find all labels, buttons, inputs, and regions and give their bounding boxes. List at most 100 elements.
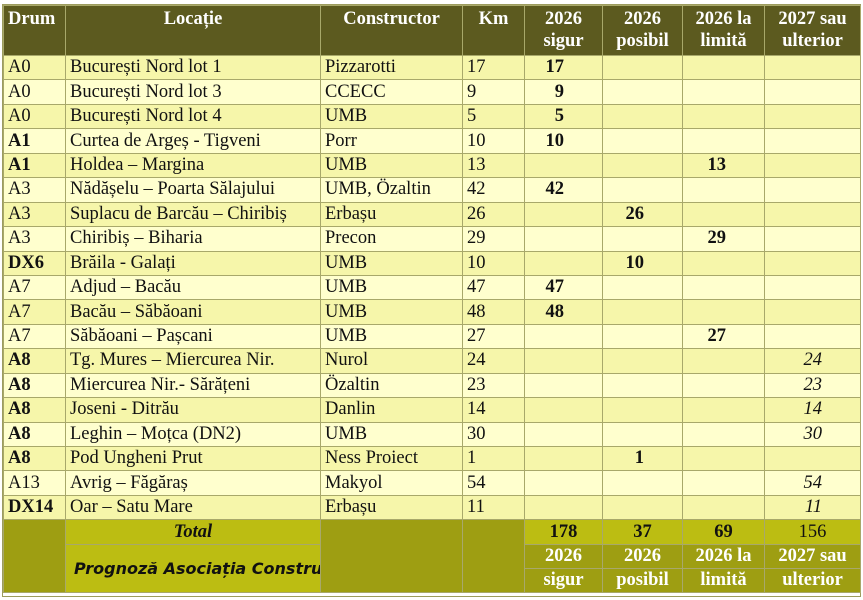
cell-2026-la-limita [682,201,765,228]
cell-km: 48 [462,299,525,325]
table-row: A8 Tg. Mures – Miercurea Nir. Nurol 24 24 [3,348,861,374]
cell-locatie: Joseni - Ditrău [65,397,321,423]
header-2026-posibil: 2026 posibil [602,5,683,56]
cell-drum: A8 [3,372,66,399]
cell-locatie: Adjud – Bacău [65,274,321,301]
cell-2026-sigur: 9 [524,79,603,105]
header-2026-sigur: 2026 sigur [524,5,603,56]
cell-2026-la-limita [682,299,765,325]
total-2026-sigur: 178 [524,519,603,546]
cell-2026-la-limita [682,128,765,154]
cell-constructor: Danlin [320,397,463,423]
table-row: A8 Joseni - Ditrău Danlin 14 14 [3,397,861,423]
cell-2026-la-limita [682,397,765,423]
cell-constructor: UMB [320,103,463,130]
cell-2026-la-limita [682,372,765,399]
cell-locatie: Curtea de Argeș - Tigveni [65,128,321,154]
cell-drum: A3 [3,201,66,228]
cell-2026-posibil [602,152,683,179]
cell-drum: A0 [3,79,66,105]
footer-sub-limita-2: limită [682,568,765,594]
cell-2026-la-limita [682,348,765,374]
cell-2026-la-limita [682,494,765,521]
cell-drum: A8 [3,397,66,423]
cell-locatie: Oar – Satu Mare [65,494,321,521]
cell-2026-posibil [602,323,683,350]
cell-km: 23 [462,372,525,399]
cell-constructor: Erbașu [320,201,463,228]
cell-2027-sau-ulterior [764,201,861,228]
cell-constructor: Pizzarotti [320,54,463,81]
cell-2026-sigur [524,421,603,448]
cell-drum: A8 [3,348,66,374]
footer-blank-km [462,519,525,594]
table-row: DX14 Oar – Satu Mare Erbașu 11 11 [3,494,861,521]
cell-2026-sigur: 10 [524,128,603,154]
cell-2027-sau-ulterior [764,79,861,105]
cell-2026-sigur [524,226,603,252]
cell-2027-sau-ulterior: 23 [764,372,861,399]
cell-locatie: București Nord lot 3 [65,79,321,105]
cell-2027-sau-ulterior [764,226,861,252]
table-row: A7 Adjud – Bacău UMB 47 47 [3,274,861,301]
cell-locatie: Chiribiș – Biharia [65,226,321,252]
cell-2026-la-limita [682,79,765,105]
table-body: A0 București Nord lot 1 Pizzarotti 17 17 A0 Bu… [3,54,861,521]
cell-drum: A3 [3,177,66,203]
cell-2027-sau-ulterior: 11 [764,494,861,521]
cell-2026-sigur [524,494,603,521]
cell-2026-posibil [602,421,683,448]
total-row: Total 178 37 69 156 [3,519,861,594]
table-row: DX6 Brăila - Galați UMB 10 10 [3,250,861,276]
cell-drum: A7 [3,323,66,350]
header-drum: Drum [3,5,66,56]
cell-2026-la-limita [682,250,765,276]
cell-2026-sigur: 17 [524,54,603,81]
cell-constructor: Nurol [320,348,463,374]
cell-locatie: Bacău – Săbăoani [65,299,321,325]
cell-2026-posibil [602,54,683,81]
cell-2027-sau-ulterior: 54 [764,470,861,496]
table-row: A0 București Nord lot 4 UMB 5 5 [3,103,861,130]
cell-km: 5 [462,103,525,130]
cell-2026-sigur [524,201,603,228]
total-2026-la-limita: 69 [682,519,765,546]
cell-2027-sau-ulterior: 14 [764,397,861,423]
cell-2027-sau-ulterior [764,128,861,154]
cell-2026-posibil: 26 [602,201,683,228]
footer-blank-cell [3,519,66,594]
cell-constructor: CCECC [320,79,463,105]
cell-2026-la-limita: 29 [682,226,765,252]
cell-km: 10 [462,250,525,276]
footer-sub-ulterior-2: ulterior [764,568,861,594]
total-label: Total [65,519,321,546]
cell-constructor: Porr [320,128,463,154]
cell-2026-sigur: 47 [524,274,603,301]
cell-2027-sau-ulterior [764,445,861,472]
cell-2026-sigur [524,250,603,276]
cell-km: 13 [462,152,525,179]
footer-sub-sigur-1: 2026 [524,544,603,570]
cell-drum: DX14 [3,494,66,521]
cell-2026-la-limita [682,103,765,130]
table-row: A0 București Nord lot 1 Pizzarotti 17 17 [3,54,861,81]
cell-2026-posibil: 10 [602,250,683,276]
cell-2026-la-limita [682,274,765,301]
cell-2026-sigur [524,445,603,472]
highway-forecast-table: Drum Locație Constructor Km 2026 sigur 20… [3,5,861,594]
table-row: A13 Avrig – Făgăraș Makyol 54 54 [3,470,861,496]
cell-2026-posibil [602,177,683,203]
header-2027-sau-ulterior: 2027 sau ulterior [764,5,861,56]
cell-km: 11 [462,494,525,521]
cell-2027-sau-ulterior [764,103,861,130]
cell-drum: A0 [3,103,66,130]
cell-2026-la-limita [682,421,765,448]
cell-2026-la-limita [682,445,765,472]
cell-locatie: Săbăoani – Pașcani [65,323,321,350]
cell-2027-sau-ulterior [764,54,861,81]
cell-locatie: Holdea – Margina [65,152,321,179]
table-row: A8 Miercurea Nir.- Sărățeni Özaltin 23 23 [3,372,861,399]
cell-locatie: București Nord lot 1 [65,54,321,81]
cell-2026-sigur [524,348,603,374]
cell-drum: A8 [3,421,66,448]
